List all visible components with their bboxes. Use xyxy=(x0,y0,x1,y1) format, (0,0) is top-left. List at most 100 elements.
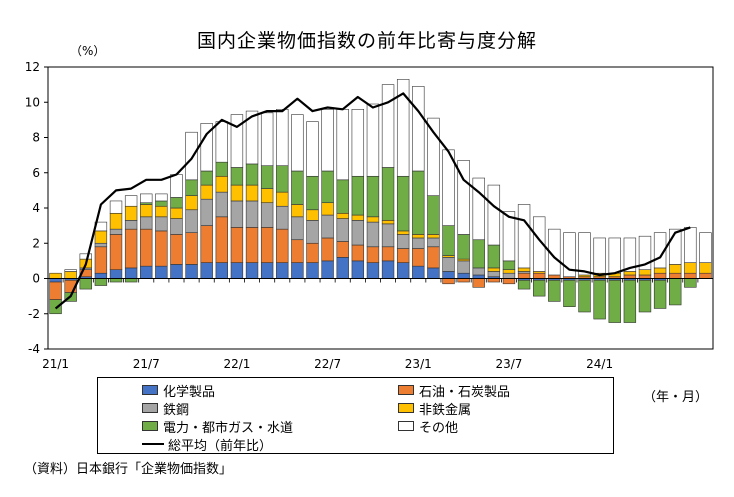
bar-segment-4-23 xyxy=(396,175,410,232)
legend-item-nonferrous: 非鉄金属 xyxy=(398,399,471,418)
bar-segment-1-30 xyxy=(502,278,516,285)
bar-segment-1-28 xyxy=(472,278,485,288)
bar-segment-2-28 xyxy=(472,267,485,276)
bar-segment-3-31 xyxy=(517,267,531,272)
bar-segment-1-8 xyxy=(170,234,183,265)
bar-segment-5-15 xyxy=(276,109,289,167)
bar-segment-4-16 xyxy=(291,170,304,205)
bar-segment-1-6 xyxy=(140,228,153,267)
bar-segment-4-10 xyxy=(200,170,213,186)
y-tick-label: -2 xyxy=(28,307,40,321)
bar-segment-1-38 xyxy=(623,274,637,279)
bar-segment-3-24 xyxy=(412,234,425,239)
bar-segment-1-18 xyxy=(321,237,334,262)
bar-segment-2-21 xyxy=(366,221,380,248)
bar-segment-1-33 xyxy=(548,274,561,279)
legend-swatch-nonferrous xyxy=(398,403,414,413)
bar-segment-4-21 xyxy=(366,175,380,218)
bar-segment-0-12 xyxy=(230,262,244,279)
y-tick-label: 10 xyxy=(25,95,40,109)
bar-segment-4-42 xyxy=(684,278,697,288)
legend-swatch-petroleum xyxy=(398,385,414,395)
bar-segment-3-43 xyxy=(699,262,712,274)
bar-segment-5-8 xyxy=(170,174,183,198)
bar-segment-3-17 xyxy=(306,209,319,221)
legend-line-overall xyxy=(142,443,164,445)
source-note: （資料）日本銀行「企業物価指数」 xyxy=(24,462,233,477)
bar-segment-4-18 xyxy=(321,170,334,204)
bar-segment-2-5 xyxy=(124,220,138,230)
legend-label-steel: 鉄鋼 xyxy=(163,402,190,418)
bar-segment-3-14 xyxy=(260,188,274,204)
bar-segment-0-19 xyxy=(336,257,349,279)
bar-segment-5-29 xyxy=(487,184,501,246)
bar-segment-0-5 xyxy=(124,267,138,279)
legend-swatch-steel xyxy=(142,403,158,413)
legend-item-chemical: 化学製品 xyxy=(142,381,215,400)
bar-segment-1-17 xyxy=(306,242,319,263)
bar-segment-1-12 xyxy=(230,227,244,263)
x-tick-label: 21/1 xyxy=(42,357,69,371)
bar-segment-5-19 xyxy=(336,109,349,181)
bar-segment-5-9 xyxy=(185,131,198,181)
bar-segment-5-36 xyxy=(593,237,606,274)
bar-segment-3-4 xyxy=(109,212,123,230)
bar-segment-3-39 xyxy=(638,269,652,276)
bar-segment-3-22 xyxy=(381,220,395,225)
bar-segment-3-10 xyxy=(200,184,213,200)
bar-segment-3-40 xyxy=(653,267,667,274)
bar-segment-3-9 xyxy=(185,195,198,211)
legend-label-utilities: 電力・都市ガス・水道 xyxy=(163,420,294,436)
legend-swatch-utilities xyxy=(142,421,158,431)
bar-segment-0-18 xyxy=(321,260,334,279)
bar-segment-4-31 xyxy=(517,279,531,290)
bar-segment-2-17 xyxy=(306,220,319,244)
bar-segment-2-27 xyxy=(457,260,470,274)
bar-segment-5-1 xyxy=(64,269,77,272)
bar-segment-5-35 xyxy=(578,232,591,276)
bar-segment-4-25 xyxy=(427,195,440,235)
bar-segment-4-8 xyxy=(170,197,183,209)
bar-segment-1-42 xyxy=(684,272,697,279)
bar-segment-3-0 xyxy=(49,272,62,279)
bar-segment-1-15 xyxy=(276,228,289,263)
bar-segment-0-27 xyxy=(457,272,470,279)
bar-segment-4-37 xyxy=(608,279,621,323)
bar-segment-4-12 xyxy=(230,167,244,186)
bar-segment-4-22 xyxy=(381,167,395,221)
bar-segment-5-10 xyxy=(200,123,213,172)
bar-segment-2-6 xyxy=(140,216,153,230)
bar-segment-2-14 xyxy=(260,202,274,228)
bar-segment-0-17 xyxy=(306,262,319,279)
bar-segment-5-41 xyxy=(669,228,682,265)
bar-segment-4-32 xyxy=(532,279,546,297)
y-tick-label: -4 xyxy=(28,342,40,356)
bar-segment-5-12 xyxy=(230,114,244,168)
overall-line xyxy=(54,92,691,310)
bar-segment-3-13 xyxy=(245,184,259,202)
bar-segment-5-6 xyxy=(140,193,153,204)
legend-item-utilities: 電力・都市ガス・水道 xyxy=(142,417,294,436)
bar-segment-4-33 xyxy=(548,279,561,302)
bar-segment-1-29 xyxy=(487,278,501,283)
bar-segment-0-23 xyxy=(396,262,410,279)
bar-segment-1-13 xyxy=(245,227,259,263)
bar-segment-0-20 xyxy=(351,260,365,279)
bar-segment-5-5 xyxy=(124,195,138,207)
bar-segment-1-24 xyxy=(412,248,425,267)
bar-segment-0-22 xyxy=(381,260,395,279)
bar-segment-1-25 xyxy=(427,246,440,269)
legend-label-other: その他 xyxy=(419,420,459,436)
legend-item-other: その他 xyxy=(398,417,459,436)
bar-segment-4-27 xyxy=(457,234,470,260)
x-tick-label: 22/1 xyxy=(223,357,250,371)
bar-segment-5-13 xyxy=(245,110,259,165)
bar-segment-1-19 xyxy=(336,241,349,258)
bar-segment-3-5 xyxy=(124,205,138,221)
bar-segment-4-3 xyxy=(94,278,108,286)
bar-segment-1-39 xyxy=(638,274,652,279)
bar-segment-3-21 xyxy=(366,216,380,223)
bar-segment-1-22 xyxy=(381,246,395,262)
bar-segment-4-35 xyxy=(578,279,591,313)
